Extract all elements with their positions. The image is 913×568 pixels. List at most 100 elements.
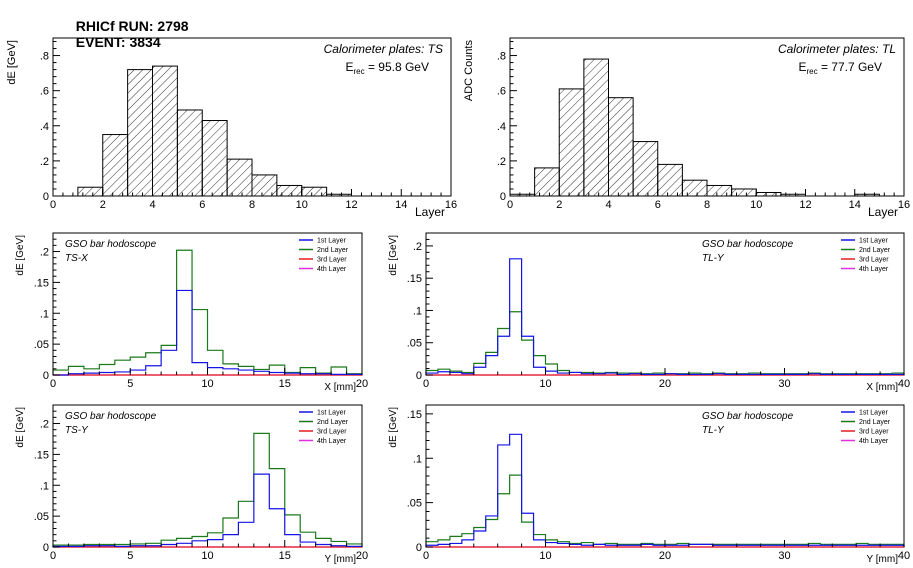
histogram-bar: [558, 88, 585, 197]
histogram-bar: [326, 193, 352, 197]
histogram-bar: [854, 193, 880, 197]
legend-entry: 4th Layer: [317, 266, 347, 273]
histogram-bar: [780, 193, 806, 197]
y-axis-label: ADC Counts: [463, 40, 475, 102]
histogram-bar: [176, 109, 203, 197]
y-tick-label: 0: [416, 542, 422, 554]
x-axis-label: X [mm]: [866, 382, 898, 393]
histogram-bar: [632, 141, 659, 197]
series-line: [52, 432, 363, 547]
y-tick-label: .1: [413, 305, 422, 317]
y-tick-label: .05: [34, 339, 49, 351]
legend-entry: 2nd Layer: [859, 247, 891, 254]
x-tick-label: 20: [356, 378, 368, 390]
run-label: RHICf RUN: 2798: [75, 18, 189, 34]
legend-entry: 4th Layer: [859, 438, 889, 445]
legend: 1st Layer 2nd Layer 3rd Layer 4th Layer: [295, 407, 358, 447]
y-tick-label: 0: [43, 542, 49, 554]
x-tick-label: 5: [127, 378, 133, 390]
y-tick-label: .2: [40, 247, 49, 259]
histogram-bar: [276, 184, 303, 197]
x-tick-label: 15: [279, 378, 291, 390]
x-tick-label: 10: [539, 378, 551, 390]
plot-panel: 0 2 4 6 8 10 12 14 16 0 .2 .4 .6 .8 dE [GeV] Layer Calor…: [6, 37, 457, 219]
legend-entry: 1st Layer: [859, 410, 888, 417]
y-tick-label: 0: [43, 191, 49, 203]
series-line: [425, 258, 905, 375]
histogram-bar: [608, 97, 634, 197]
x-tick-label: 12: [345, 199, 357, 211]
histogram-bar: [731, 188, 757, 197]
legend: 1st Layer 2nd Layer 3rd Layer 4th Layer: [295, 235, 358, 275]
x-tick-label: 10: [539, 550, 551, 562]
plot-annotation: GSO bar hodoscope: [702, 411, 794, 422]
x-tick-label: 20: [356, 550, 368, 562]
y-axis-label: dE [GeV]: [15, 235, 26, 276]
legend-entry: 3rd Layer: [859, 257, 889, 264]
plot-annotation: TL-Y: [702, 253, 725, 264]
histogram-bar: [201, 120, 228, 197]
plot-annotation: GSO bar hodoscope: [65, 239, 157, 250]
x-tick-label: 0: [50, 550, 56, 562]
histogram-bar: [681, 179, 708, 197]
y-tick-label: .8: [40, 51, 49, 63]
plot-panel: 0 5 10 15 20 0 .05 .1 .15 .2 dE [GeV] X [mm] GSO bar…: [15, 232, 368, 393]
x-tick-label: 0: [50, 378, 56, 390]
x-axis-label: Layer: [868, 205, 898, 219]
x-tick-label: 4: [605, 199, 611, 211]
plot-panel: 0 10 20 30 40 0 .05 .1 .15 .2 dE [GeV] X [mm] GSO ba…: [388, 232, 910, 393]
legend-entry: 3rd Layer: [859, 429, 889, 436]
y-tick-label: .05: [407, 498, 422, 510]
x-tick-label: 8: [704, 199, 710, 211]
plot-annotation: GSO bar hodoscope: [65, 411, 157, 422]
x-tick-label: 10: [296, 199, 308, 211]
y-tick-label: .4: [497, 121, 506, 133]
x-tick-label: 2: [100, 199, 106, 211]
y-axis-label: dE [GeV]: [6, 40, 18, 85]
histogram-bar: [657, 163, 683, 197]
y-tick-label: .6: [40, 86, 49, 98]
y-tick-label: .8: [497, 51, 506, 63]
x-tick-label: 12: [799, 199, 811, 211]
histogram-bar: [77, 186, 104, 197]
x-tick-label: 6: [655, 199, 661, 211]
x-tick-label: 20: [659, 378, 671, 390]
energy-annotation: Erec = 95.8 GeV: [345, 60, 429, 76]
x-axis-label: Layer: [415, 205, 445, 219]
series-line: [52, 249, 363, 375]
y-tick-label: .6: [497, 86, 506, 98]
x-tick-label: 2: [556, 199, 562, 211]
y-tick-label: .15: [34, 277, 49, 289]
histogram-bar: [251, 174, 278, 197]
x-tick-label: 10: [201, 550, 213, 562]
y-tick-label: .1: [40, 480, 49, 492]
histogram-bar: [152, 65, 178, 197]
x-tick-label: 40: [898, 378, 910, 390]
legend: 1st Layer 2nd Layer 3rd Layer 4th Layer: [837, 235, 900, 275]
histogram-bar: [706, 184, 733, 197]
x-tick-label: 0: [423, 550, 429, 562]
plot-panel: 0 2 4 6 8 10 12 14 16 0 .2 .4 .6 .8 ADC Counts Layer Cal…: [463, 37, 910, 219]
y-axis-label: dE [GeV]: [388, 235, 399, 276]
y-tick-label: .1: [40, 308, 49, 320]
x-tick-label: 5: [127, 550, 133, 562]
y-tick-label: .15: [34, 449, 49, 461]
x-tick-label: 10: [201, 378, 213, 390]
x-tick-label: 4: [149, 199, 155, 211]
y-axis-label: dE [GeV]: [388, 407, 399, 448]
histogram-bar: [102, 134, 129, 197]
legend-entry: 3rd Layer: [317, 257, 347, 264]
y-tick-label: .2: [497, 156, 506, 168]
x-axis-label: Y [mm]: [325, 554, 357, 565]
histogram-bar: [301, 186, 328, 197]
x-tick-label: 40: [898, 550, 910, 562]
x-tick-label: 0: [423, 378, 429, 390]
x-tick-label: 30: [778, 378, 790, 390]
legend-entry: 2nd Layer: [317, 419, 349, 426]
plot-annotation: TL-Y: [702, 425, 725, 436]
x-tick-label: 10: [750, 199, 762, 211]
legend-entry: 2nd Layer: [317, 247, 349, 254]
plot-annotation: TS-Y: [65, 425, 89, 436]
x-tick-label: 16: [445, 199, 457, 211]
